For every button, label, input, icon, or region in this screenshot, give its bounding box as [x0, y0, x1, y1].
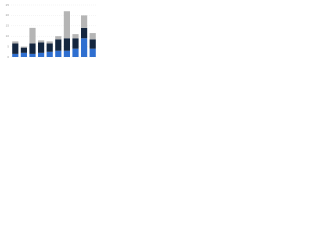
- chart: 0 5 10 15 20 25: [6, 3, 97, 59]
- bar-segment: [20, 47, 27, 53]
- bar-segment: [81, 38, 88, 57]
- bar-segment: [38, 52, 45, 57]
- bar-segment: [12, 53, 19, 57]
- bar-segment: [38, 42, 45, 53]
- bar-segment: [55, 50, 62, 57]
- bar-segment: [29, 27, 36, 44]
- bar-segment: [72, 38, 79, 49]
- bar-segment: [63, 38, 70, 51]
- bar-segment: [55, 39, 62, 51]
- bar-segment: [72, 48, 79, 57]
- bar-segment: [89, 39, 96, 49]
- bar-segment: [55, 36, 62, 40]
- bar-segment: [89, 33, 96, 40]
- bar-segment: [89, 48, 96, 57]
- y-tick-label: 25: [6, 3, 10, 7]
- y-tick-label: 0: [7, 55, 9, 59]
- y-tick-label: 10: [6, 34, 10, 38]
- bar-segment: [46, 43, 53, 52]
- bar-segment: [29, 43, 36, 54]
- y-tick-label: 5: [7, 44, 9, 48]
- bar-segment: [38, 40, 45, 43]
- bar-segment: [46, 41, 53, 44]
- y-tick-label: 20: [6, 13, 10, 17]
- bar-segment: [72, 34, 79, 39]
- bar-segment: [20, 52, 27, 57]
- bar-segment: [81, 15, 88, 28]
- bar-segment: [12, 43, 19, 54]
- bar-segment: [63, 50, 70, 57]
- bar-segment: [20, 46, 27, 48]
- bar-segment: [12, 41, 19, 44]
- bar-segment: [46, 51, 53, 57]
- bar-segment: [81, 27, 88, 39]
- bar-segment: [29, 53, 36, 57]
- y-tick-label: 15: [6, 24, 10, 28]
- bar-segment: [63, 11, 70, 39]
